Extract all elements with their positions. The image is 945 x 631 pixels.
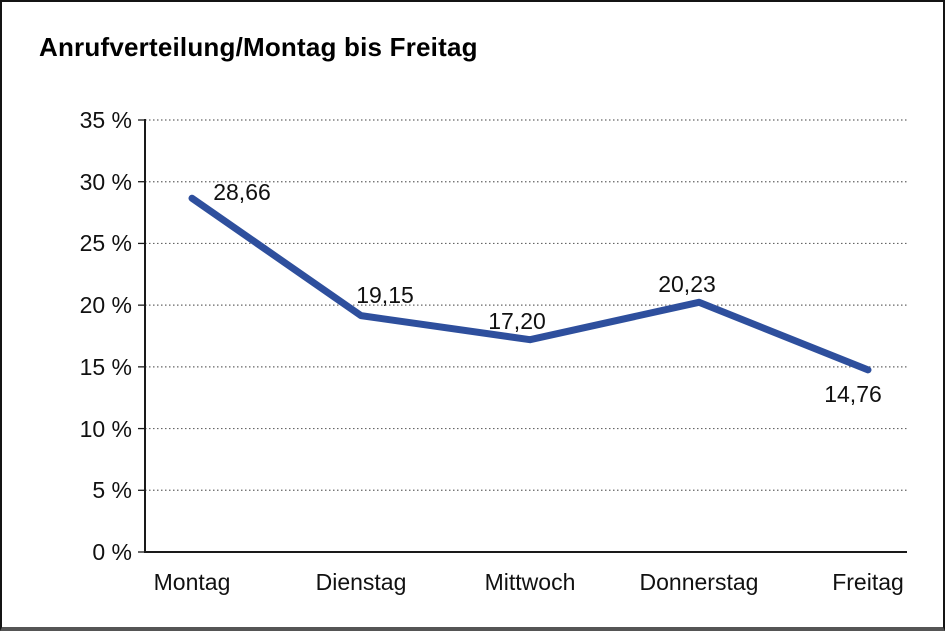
- data-point-label: 28,66: [213, 179, 271, 206]
- data-point-label: 14,76: [824, 380, 882, 407]
- y-axis-tick-label: 10 %: [79, 415, 132, 442]
- chart-title: Anrufverteilung/Montag bis Freitag: [39, 32, 478, 62]
- y-axis-ticks-group: [138, 119, 145, 553]
- x-axis-category-label: Freitag: [832, 569, 904, 595]
- y-axis-tick-label: 25 %: [79, 230, 132, 257]
- data-point-label: 20,23: [658, 271, 716, 298]
- y-axis-tick-label: 15 %: [79, 353, 132, 380]
- y-axis-tick-label: 35 %: [79, 107, 132, 133]
- x-axis-category-label: Montag: [153, 569, 231, 595]
- series-line: [188, 194, 872, 374]
- data-point-label: 19,15: [356, 281, 414, 308]
- y-axis-tick-label: 30 %: [79, 168, 132, 195]
- y-axis-tick-label: 5 %: [92, 477, 132, 504]
- gridlines-group: [145, 119, 907, 491]
- y-axis-tick-label: 0 %: [92, 539, 132, 565]
- y-axis-tick-label: 20 %: [79, 292, 132, 319]
- x-axis-category-label: Donnerstag: [639, 569, 759, 595]
- x-axis-category-label: Mittwoch: [484, 569, 576, 595]
- data-point-label: 17,20: [488, 307, 546, 334]
- x-axis-category-label: Dienstag: [315, 569, 407, 595]
